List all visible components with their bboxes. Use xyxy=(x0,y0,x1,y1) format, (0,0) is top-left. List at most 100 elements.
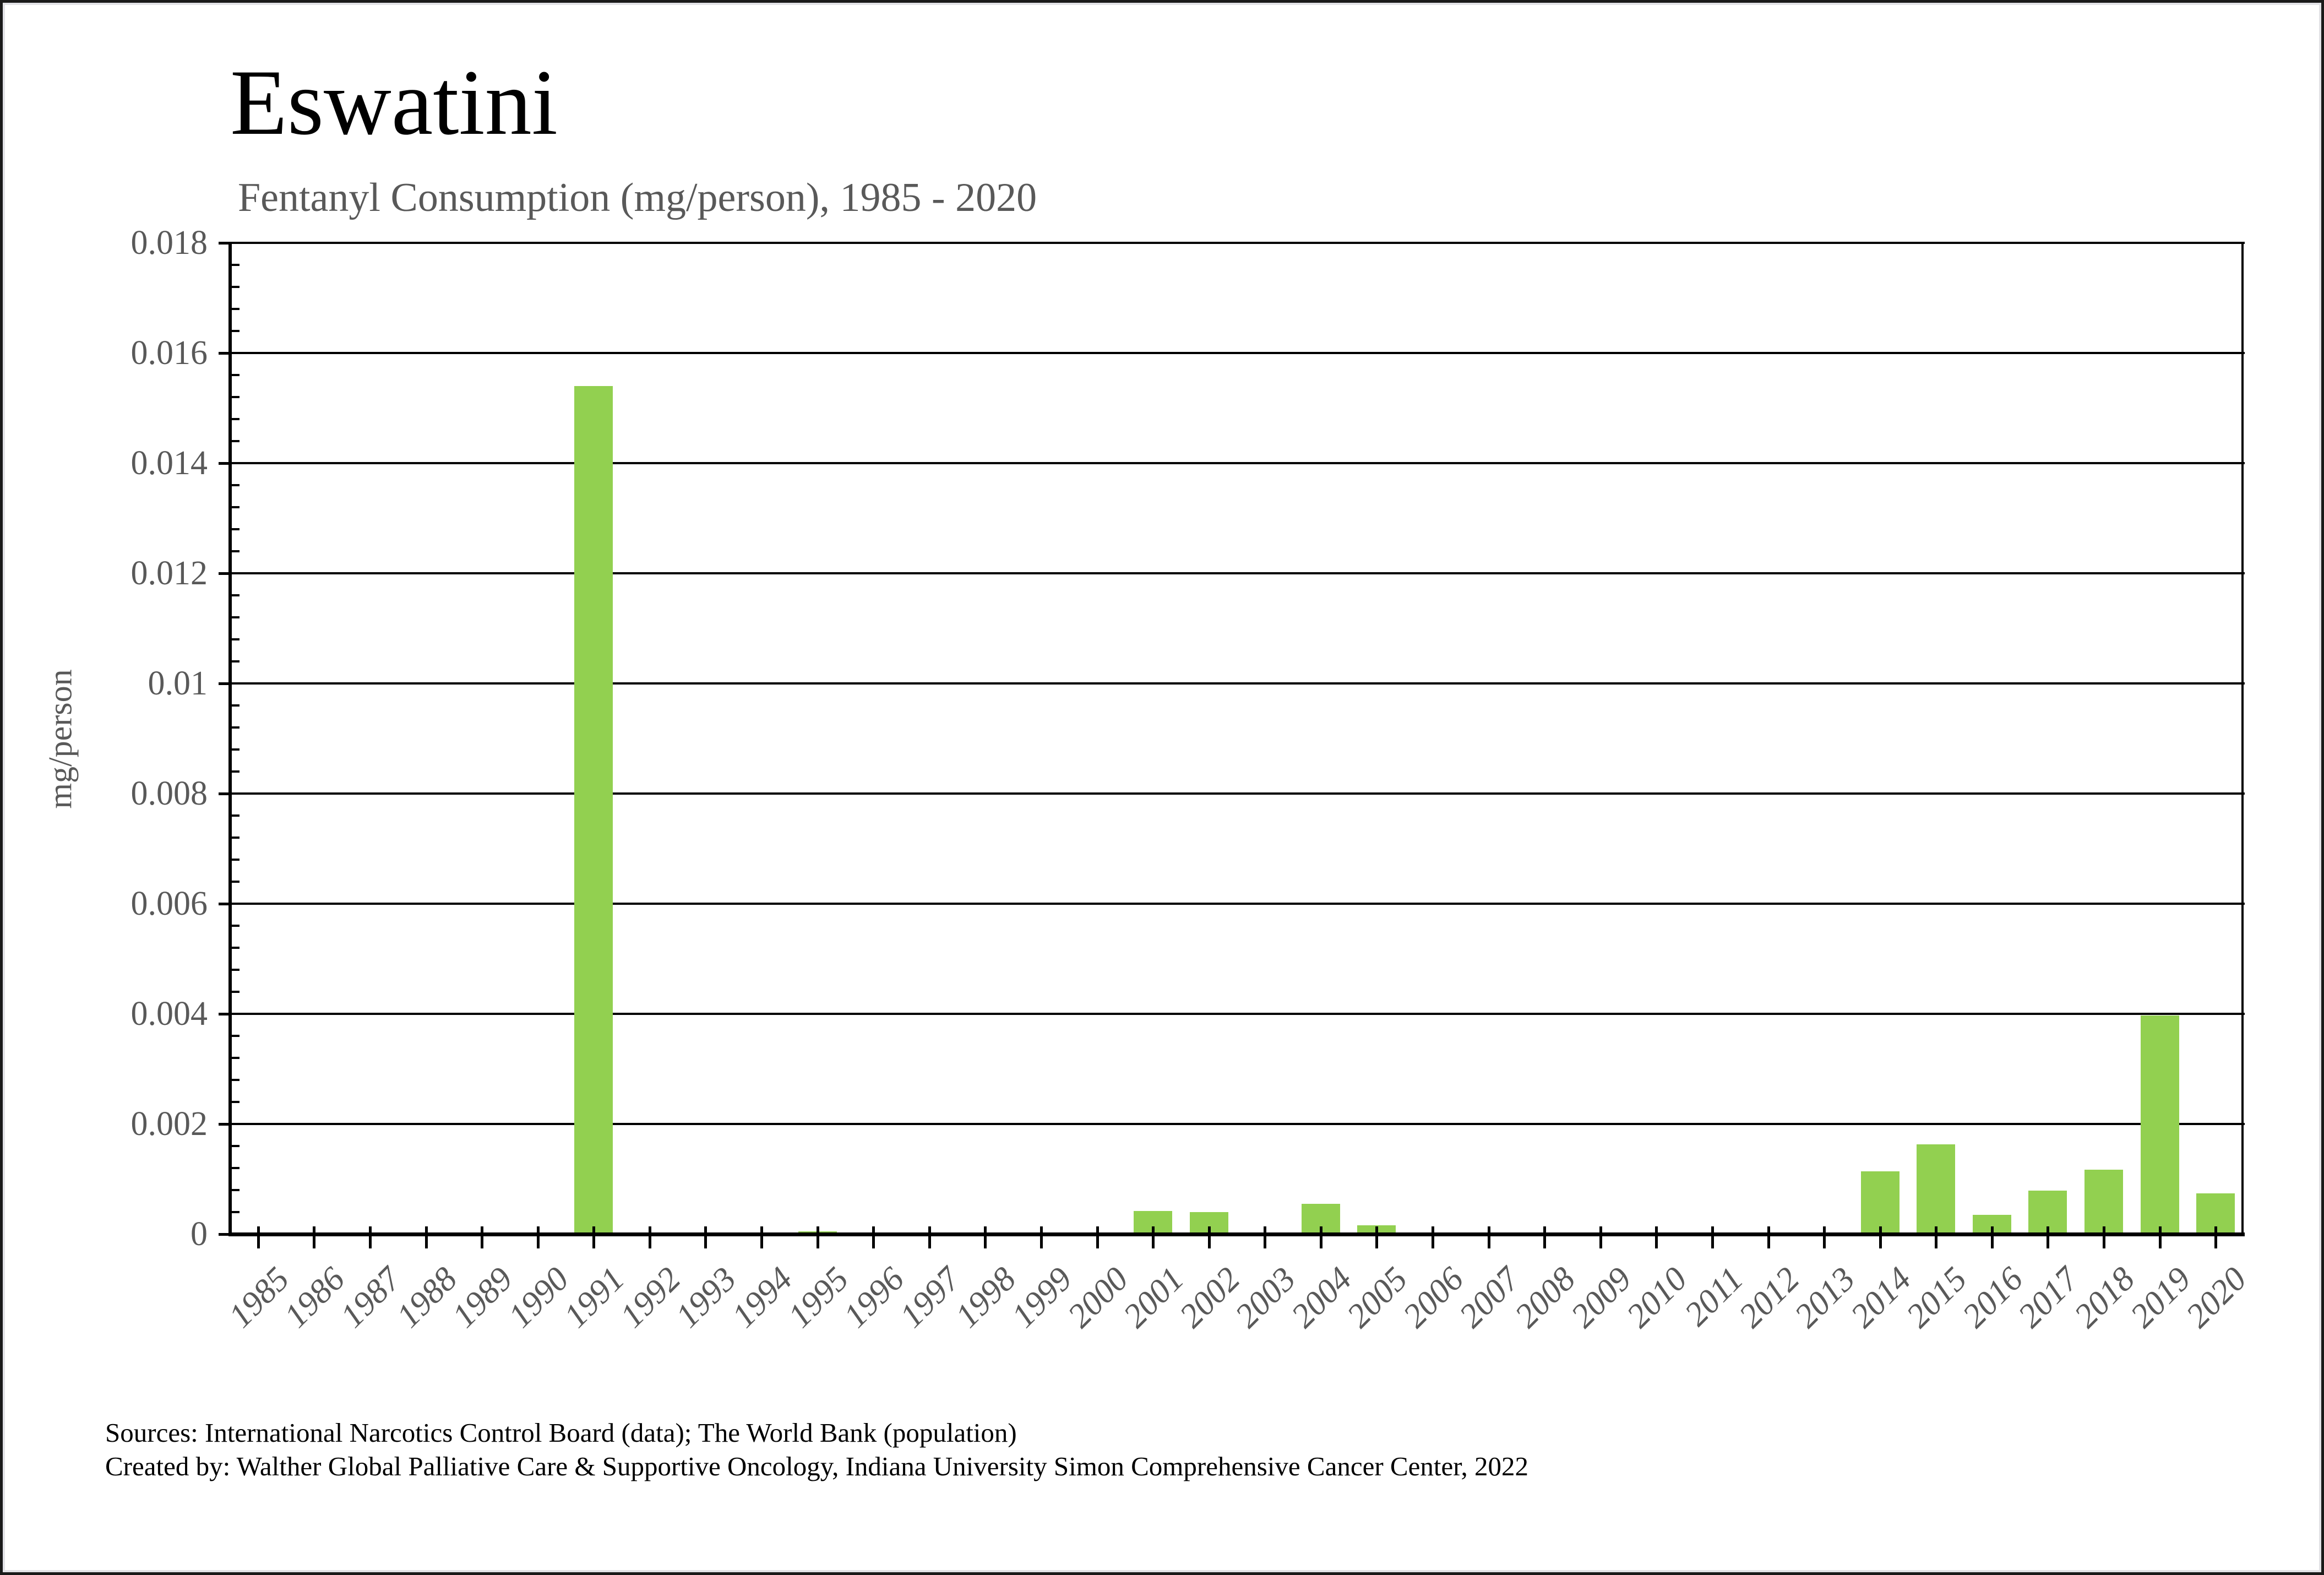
y-axis-major-tick xyxy=(219,903,230,905)
y-axis-minor-tick xyxy=(232,881,240,883)
y-axis-minor-tick xyxy=(232,330,240,332)
y-tick-label: 0.014 xyxy=(130,444,208,482)
y-axis-minor-tick xyxy=(232,484,240,486)
x-axis-tick xyxy=(2047,1226,2050,1248)
bar-2018 xyxy=(2084,1170,2124,1234)
y-axis-major-tick xyxy=(219,682,230,685)
y-axis-major-tick xyxy=(219,1013,230,1015)
x-axis-tick xyxy=(1599,1226,1602,1248)
bar-2019 xyxy=(2140,1015,2179,1234)
x-axis-line xyxy=(228,1232,2245,1236)
x-axis-tick xyxy=(1935,1226,1938,1248)
footer-sources-line: Sources: International Narcotics Control… xyxy=(105,1418,1017,1448)
y-axis-minor-tick xyxy=(232,947,240,949)
y-axis-minor-tick xyxy=(232,837,240,839)
bar-2014 xyxy=(1860,1171,1900,1234)
plot-right-border xyxy=(2241,242,2244,1236)
y-axis-minor-tick xyxy=(232,1057,240,1059)
gridline xyxy=(228,352,2245,354)
y-tick-label: 0.002 xyxy=(130,1105,208,1143)
gridline xyxy=(228,903,2245,905)
gridline xyxy=(228,682,2245,685)
chart-subtitle: Fentanyl Consumption (mg/person), 1985 -… xyxy=(238,175,1037,220)
x-axis-tick xyxy=(1375,1226,1379,1248)
x-axis-tick xyxy=(1879,1226,1882,1248)
x-axis-tick xyxy=(2158,1226,2162,1248)
x-axis-tick xyxy=(1823,1226,1826,1248)
x-axis-tick xyxy=(536,1226,540,1248)
x-axis-tick xyxy=(1207,1226,1211,1248)
x-axis-tick xyxy=(592,1226,596,1248)
y-axis-minor-tick xyxy=(232,859,240,861)
y-axis-minor-tick xyxy=(232,925,240,927)
y-axis-minor-tick xyxy=(232,969,240,971)
gridline xyxy=(228,572,2245,574)
x-axis-tick xyxy=(816,1226,819,1248)
x-axis-tick xyxy=(1990,1226,1994,1248)
x-axis-tick xyxy=(928,1226,931,1248)
y-axis-minor-tick xyxy=(232,660,240,662)
y-axis-minor-tick xyxy=(232,748,240,751)
y-axis-minor-tick xyxy=(232,770,240,773)
gridline xyxy=(228,242,2245,244)
bar-1991 xyxy=(574,386,613,1234)
y-axis-major-tick xyxy=(219,1123,230,1126)
y-tick-label: 0.016 xyxy=(130,334,208,372)
x-axis-tick xyxy=(368,1226,372,1248)
y-axis-minor-tick xyxy=(232,440,240,442)
x-axis-tick xyxy=(2214,1226,2218,1248)
x-axis-tick xyxy=(2103,1226,2106,1248)
x-axis-tick xyxy=(872,1226,875,1248)
x-axis-tick xyxy=(1711,1226,1714,1248)
x-axis-tick xyxy=(1543,1226,1547,1248)
y-axis-minor-tick xyxy=(232,594,240,596)
x-axis-tick xyxy=(481,1226,484,1248)
x-axis-tick xyxy=(984,1226,987,1248)
footer-credit-line: Created by: Walther Global Palliative Ca… xyxy=(105,1451,1529,1481)
x-axis-tick xyxy=(424,1226,428,1248)
y-axis-minor-tick xyxy=(232,1189,240,1191)
y-tick-label: 0.018 xyxy=(130,224,208,262)
y-axis-line xyxy=(228,242,232,1236)
y-axis-minor-tick xyxy=(232,308,240,310)
y-tick-label: 0.004 xyxy=(130,995,208,1033)
y-axis-minor-tick xyxy=(232,814,240,817)
chart-title: Eswatini xyxy=(230,51,558,154)
x-axis-tick xyxy=(1432,1226,1435,1248)
y-axis-minor-tick xyxy=(232,418,240,420)
y-axis-major-tick xyxy=(219,1233,230,1236)
gridline xyxy=(228,1123,2245,1125)
x-axis-tick xyxy=(1264,1226,1267,1248)
x-axis-tick xyxy=(313,1226,316,1248)
y-axis-minor-tick xyxy=(232,1035,240,1037)
x-axis-tick xyxy=(1487,1226,1490,1248)
y-axis-minor-tick xyxy=(232,991,240,993)
y-axis-minor-tick xyxy=(232,528,240,530)
chart-footer: Sources: International Narcotics Control… xyxy=(105,1416,1528,1483)
y-axis-major-tick xyxy=(219,572,230,575)
y-axis-major-tick xyxy=(219,462,230,465)
y-axis-minor-tick xyxy=(232,1167,240,1169)
x-axis-tick xyxy=(1319,1226,1322,1248)
y-tick-label: 0.012 xyxy=(130,555,208,592)
x-axis-tick xyxy=(704,1226,707,1248)
y-axis-minor-tick xyxy=(232,616,240,618)
y-axis-minor-tick xyxy=(232,396,240,398)
y-axis-major-tick xyxy=(219,242,230,245)
x-axis-tick xyxy=(1039,1226,1043,1248)
y-axis-minor-tick xyxy=(232,726,240,729)
y-tick-label: 0.01 xyxy=(148,665,208,702)
y-axis-major-tick xyxy=(219,352,230,355)
y-axis-minor-tick xyxy=(232,638,240,640)
bar-2015 xyxy=(1917,1144,1956,1234)
x-axis-tick xyxy=(1655,1226,1658,1248)
y-axis-minor-tick xyxy=(232,506,240,508)
y-axis-minor-tick xyxy=(232,1101,240,1103)
y-axis-minor-tick xyxy=(232,264,240,266)
y-axis-minor-tick xyxy=(232,1079,240,1081)
y-tick-label: 0.006 xyxy=(130,885,208,922)
gridline xyxy=(228,462,2245,464)
x-axis-tick xyxy=(648,1226,651,1248)
y-tick-label: 0.008 xyxy=(130,775,208,812)
